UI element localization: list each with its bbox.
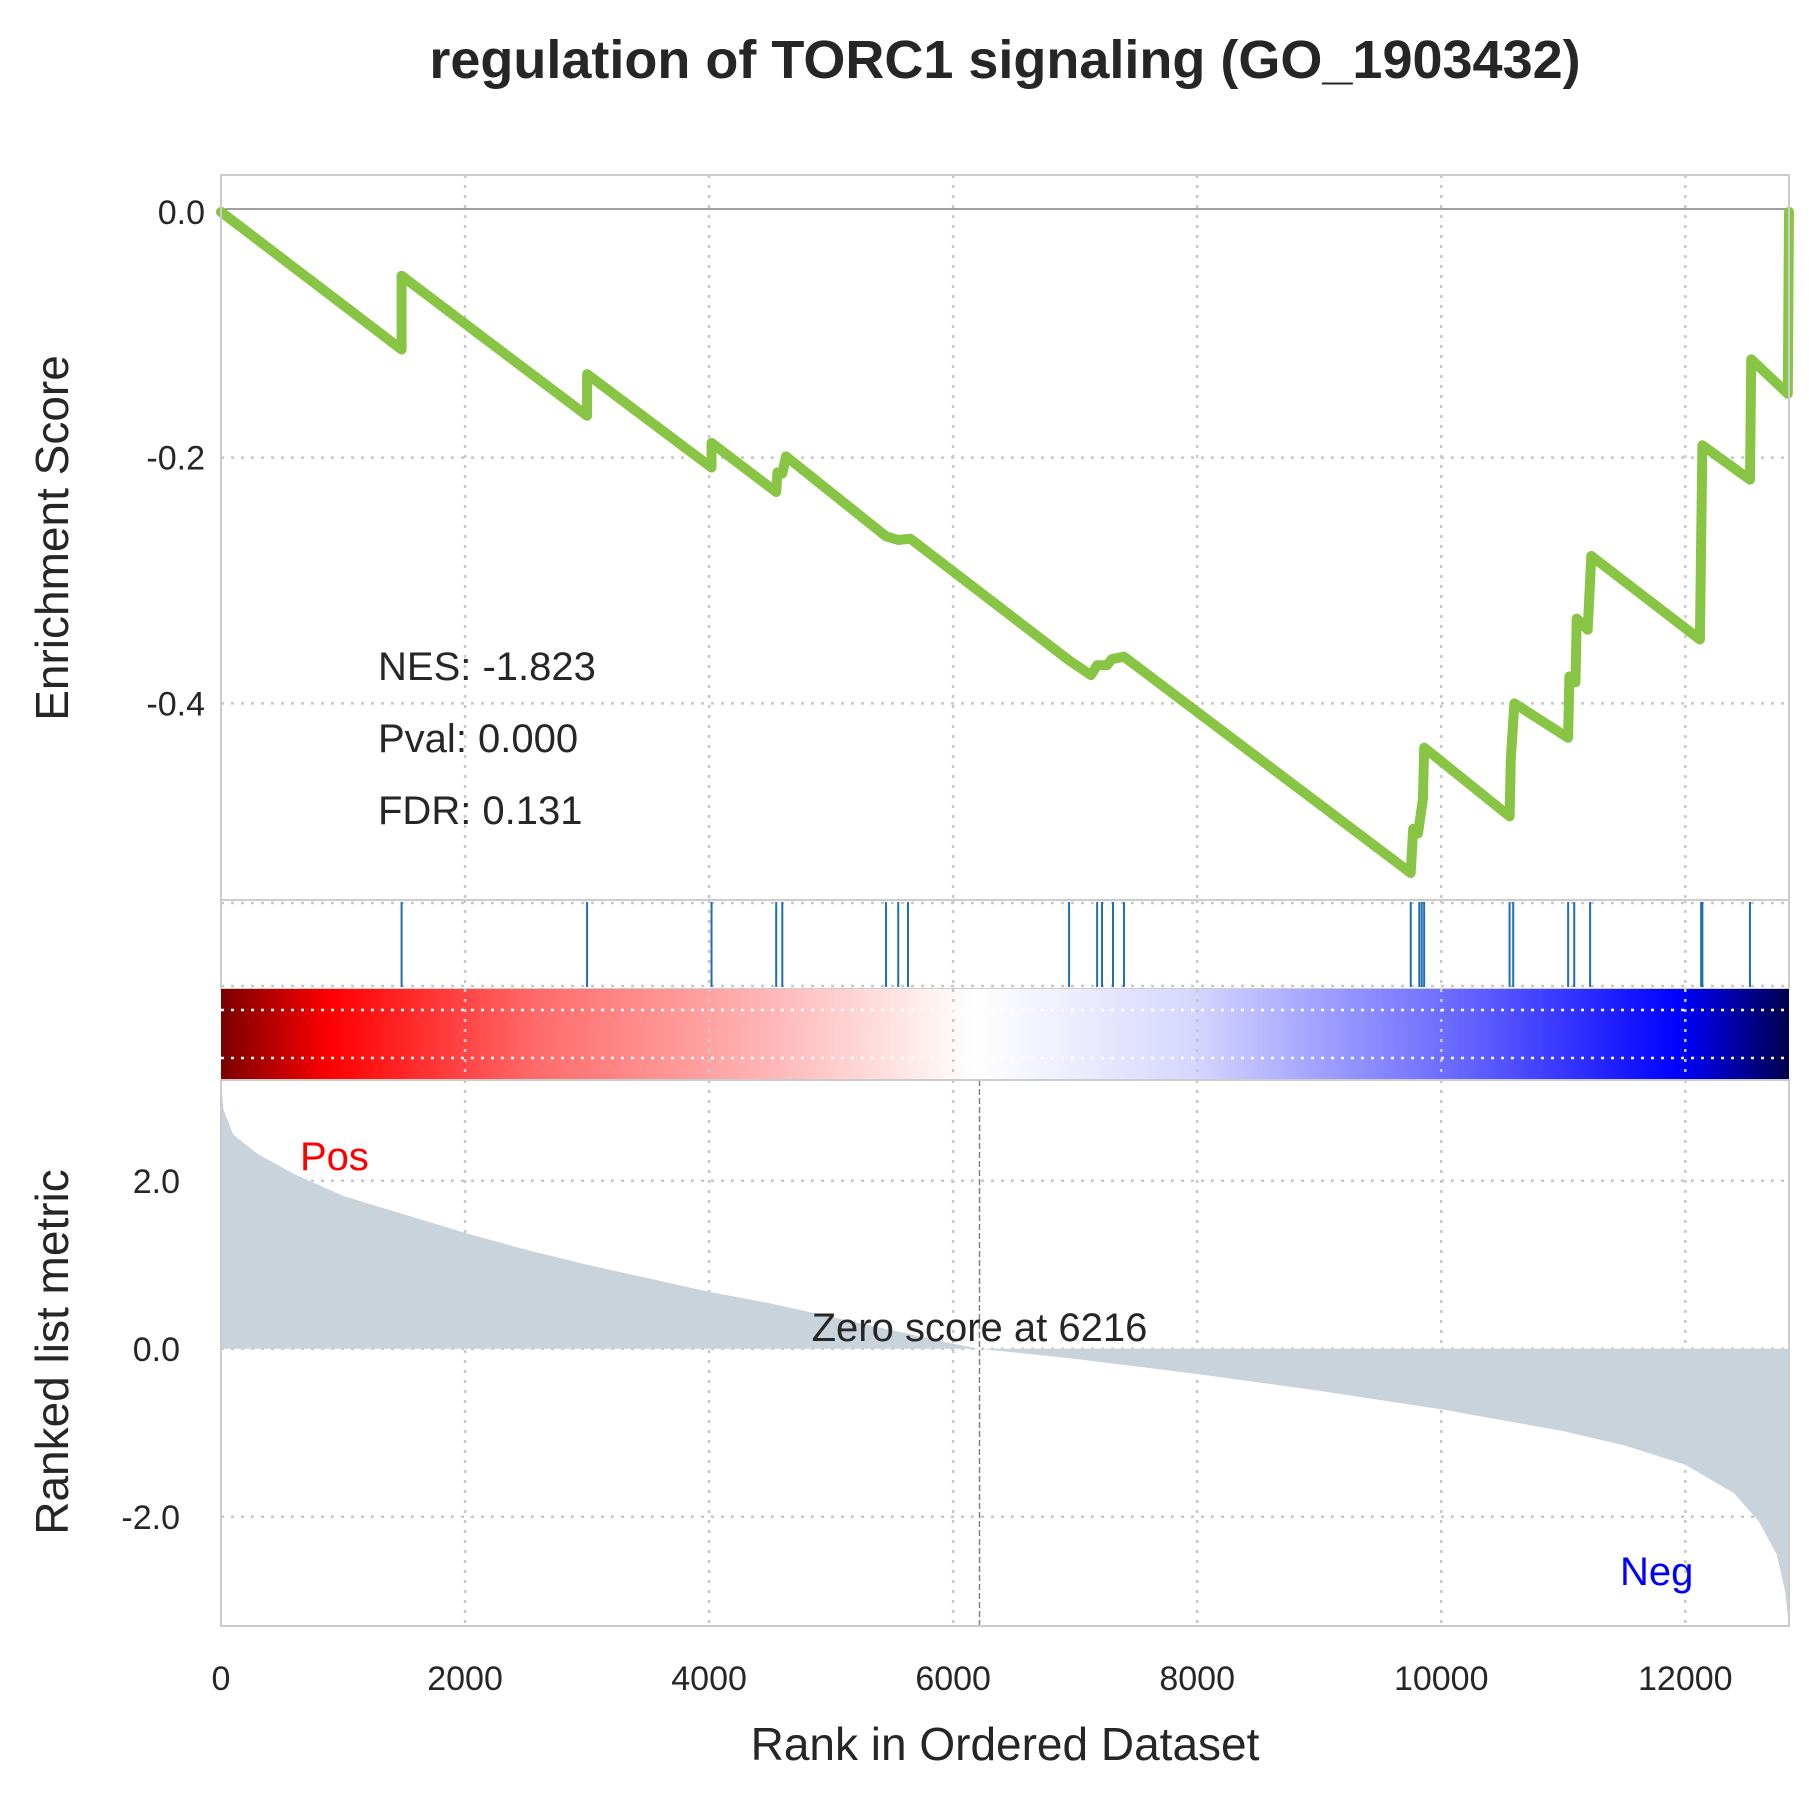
x-tick-label: 6000 <box>915 1660 991 1698</box>
neg-label: Neg <box>1620 1550 1693 1594</box>
metric-ytick-label: -2.0 <box>121 1499 180 1537</box>
pval-label: Pval: 0.000 <box>378 717 578 761</box>
x-tick-label: 4000 <box>671 1660 747 1698</box>
es-ytick-label: -0.4 <box>146 685 205 723</box>
metric-ytick-label: 2.0 <box>133 1163 180 1201</box>
rank-color-bar <box>221 989 1789 1080</box>
fdr-label: FDR: 0.131 <box>378 789 583 833</box>
x-tick-labels: 0 2000 4000 6000 8000 10000 12000 <box>212 1660 1733 1698</box>
es-ytick-label: -0.2 <box>146 440 205 478</box>
es-ylabel: Enrichment Score <box>26 355 78 721</box>
hits-panel-frame <box>220 899 1790 990</box>
metric-panel-frame <box>220 1079 1790 1627</box>
enrichment-score-line <box>216 206 1794 878</box>
metric-panel: 2.0 0.0 -2.0 Ranked list metric Zero score… <box>26 1079 1790 1627</box>
gene-hit-marks <box>400 902 1790 987</box>
nes-label: NES: -1.823 <box>378 645 596 689</box>
pos-label: Pos <box>300 1135 369 1179</box>
enrichment-panel: 0.0 -0.2 -0.4 Enrichment Score NES: -1.823… <box>26 174 1794 901</box>
color-bar-gridlines <box>221 989 1789 1080</box>
x-tick-label: 10000 <box>1394 1660 1489 1698</box>
es-ytick-label: 0.0 <box>158 194 205 232</box>
rank-gradient <box>221 989 1789 1080</box>
metric-ylabel: Ranked list metric <box>26 1169 78 1535</box>
metric-ytick-label: 0.0 <box>133 1331 180 1369</box>
x-tick-label: 0 <box>212 1660 231 1698</box>
chart-title: regulation of TORC1 signaling (GO_190343… <box>429 30 1580 90</box>
x-tick-label: 2000 <box>427 1660 503 1698</box>
x-axis-label: Rank in Ordered Dataset <box>751 1718 1260 1770</box>
es-ytick-labels: 0.0 -0.2 -0.4 <box>146 194 205 724</box>
ranked-metric-area <box>221 1080 1789 1626</box>
zero-score-label: Zero score at 6216 <box>812 1306 1148 1350</box>
hits-gridlines <box>221 900 1789 989</box>
x-tick-label: 12000 <box>1638 1660 1733 1698</box>
metric-ytick-labels: 2.0 0.0 -2.0 <box>121 1163 180 1537</box>
hits-panel <box>220 899 1790 990</box>
es-gridlines <box>221 175 1789 900</box>
x-tick-label: 8000 <box>1159 1660 1235 1698</box>
